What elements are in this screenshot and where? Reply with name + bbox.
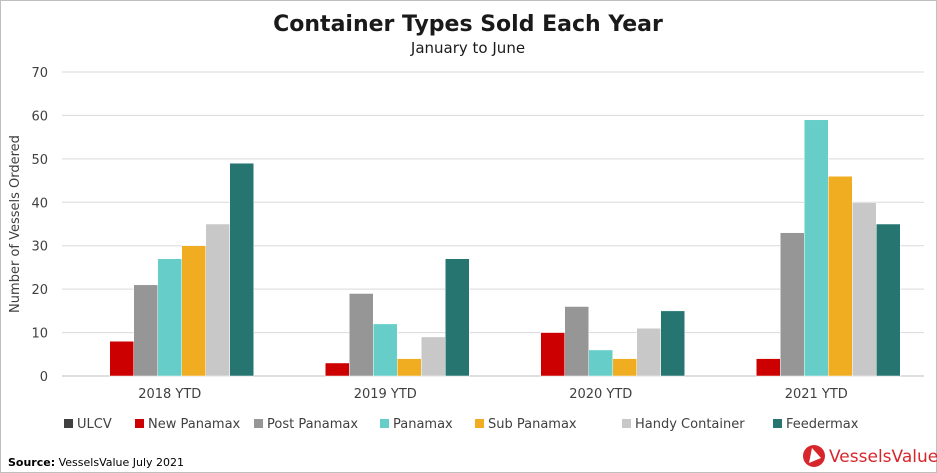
- y-tick-label: 20: [31, 283, 48, 298]
- y-tick-label: 0: [40, 370, 48, 385]
- bar-panamax-3: [804, 119, 829, 377]
- legend-swatch: [135, 419, 144, 428]
- bar-feedermax-2: [660, 310, 685, 377]
- source-note: Source: VesselsValue July 2021: [8, 456, 184, 469]
- legend-label: Handy Container: [635, 417, 745, 432]
- legend-item: Post Panamax: [254, 417, 358, 432]
- legend-swatch: [254, 419, 263, 428]
- y-tick-label: 40: [31, 196, 48, 211]
- bar-new-panamax-1: [325, 362, 350, 377]
- source-text: VesselsValue July 2021: [55, 456, 184, 469]
- x-tick-label: 2019 YTD: [354, 387, 417, 402]
- bar-sub-panamax-2: [612, 358, 637, 377]
- legend-label: Panamax: [393, 417, 453, 432]
- legend-label: Sub Panamax: [488, 417, 577, 432]
- bar-post-panamax-3: [780, 232, 805, 377]
- legend-label: ULCV: [77, 417, 112, 432]
- y-tick-label: 10: [31, 327, 48, 342]
- chart-subtitle: January to June: [410, 39, 525, 57]
- y-tick-label: 60: [31, 109, 48, 124]
- legend-label: Feedermax: [786, 417, 859, 432]
- bar-new-panamax-0: [109, 341, 134, 377]
- bar-handy-container-3: [852, 202, 877, 377]
- source-label: Source:: [8, 456, 55, 469]
- legend-item: New Panamax: [135, 417, 241, 432]
- legend-item: Panamax: [380, 417, 453, 432]
- bar-post-panamax-2: [564, 306, 589, 377]
- bar-feedermax-0: [229, 162, 254, 377]
- bar-feedermax-1: [445, 258, 470, 377]
- vesselsvalue-logo: VesselsValue: [803, 445, 937, 467]
- chart-title: Container Types Sold Each Year: [273, 12, 663, 37]
- x-tick-label: 2021 YTD: [785, 387, 848, 402]
- bar-handy-container-0: [205, 223, 230, 377]
- x-tick-label: 2020 YTD: [569, 387, 632, 402]
- x-tick-label: 2018 YTD: [138, 387, 201, 402]
- y-tick-label: 70: [31, 66, 48, 81]
- bar-handy-container-2: [636, 327, 661, 377]
- bar-panamax-2: [588, 349, 613, 377]
- bar-panamax-0: [157, 258, 182, 377]
- legend-swatch: [64, 419, 73, 428]
- legend-swatch: [380, 419, 389, 428]
- bar-feedermax-3: [876, 223, 901, 377]
- bar-new-panamax-3: [756, 358, 781, 377]
- legend-swatch: [622, 419, 631, 428]
- legend-label: Post Panamax: [267, 417, 358, 432]
- bar-panamax-1: [373, 323, 398, 377]
- legend-swatch: [773, 419, 782, 428]
- bar-post-panamax-1: [349, 293, 374, 377]
- legend-label: New Panamax: [148, 417, 241, 432]
- logo-text: VesselsValue: [829, 447, 937, 467]
- bar-sub-panamax-3: [828, 175, 853, 377]
- legend-item: Sub Panamax: [475, 417, 577, 432]
- y-tick-label: 50: [31, 153, 48, 168]
- bar-sub-panamax-1: [397, 358, 422, 377]
- bar-handy-container-1: [421, 336, 446, 377]
- legend-swatch: [475, 419, 484, 428]
- legend-item: ULCV: [64, 417, 112, 432]
- bar-post-panamax-0: [133, 284, 158, 377]
- y-tick-label: 30: [31, 240, 48, 255]
- bar-sub-panamax-0: [181, 245, 206, 377]
- y-axis-label: Number of Vessels Ordered: [8, 135, 23, 313]
- legend-item: Handy Container: [622, 417, 745, 432]
- bar-new-panamax-2: [540, 332, 565, 377]
- legend-item: Feedermax: [773, 417, 859, 432]
